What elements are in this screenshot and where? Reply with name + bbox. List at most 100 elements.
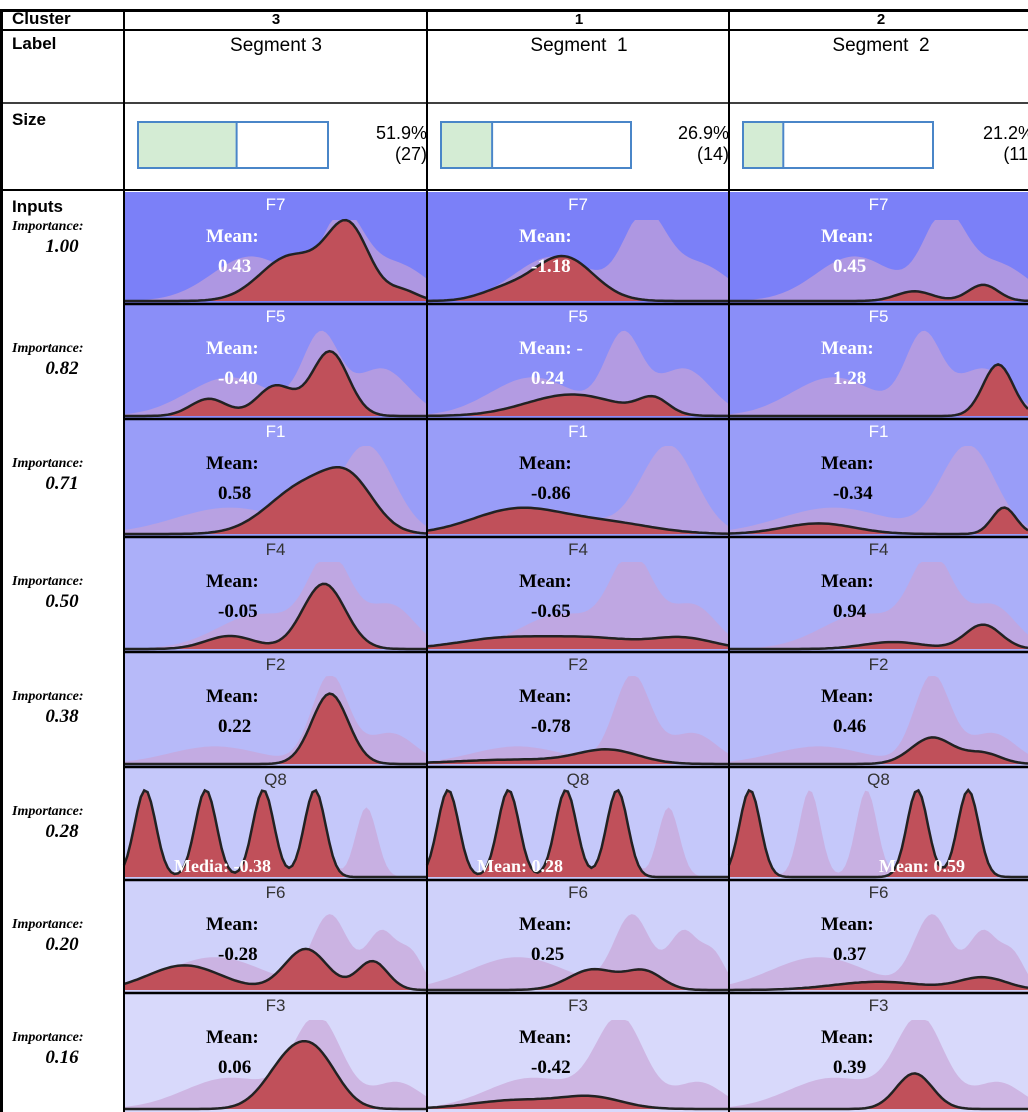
mean-prefix-F4-2: Mean: [821, 571, 874, 592]
mean-value-F6-1: 0.25 [531, 944, 564, 965]
cluster-label-1: Segment 1 [530, 35, 627, 56]
mean-value-Q8-1: Mean: 0.28 [477, 856, 563, 876]
importance-label-F4: Importance: [11, 574, 84, 589]
feature-name-F1-1: F1 [568, 422, 588, 441]
mean-prefix-F7-2: Mean: [821, 226, 874, 247]
cluster-dist-F5-0 [124, 351, 427, 416]
cluster-dist-F4-0 [124, 583, 427, 649]
cluster-label-3: Segment 3 [230, 35, 322, 56]
importance-value-Q8: 0.28 [45, 821, 79, 842]
mean-value-F3-1: -0.42 [531, 1057, 571, 1078]
overall-dist-F6-2 [729, 914, 1028, 990]
mean-prefix-F1-1: Mean: [519, 453, 572, 474]
feature-name-F2-2: F2 [869, 655, 889, 674]
feature-name-F5-0: F5 [266, 307, 286, 326]
cluster-id-2: 2 [877, 11, 885, 28]
cluster-dist-outline-F7-1 [427, 254, 729, 303]
cluster-dist-outline-F1-0 [124, 465, 428, 536]
cluster-dist-outline-F5-0 [124, 349, 427, 418]
mean-value-F7-2: 0.45 [833, 256, 866, 277]
importance-value-F3: 0.16 [45, 1047, 79, 1068]
mean-value-F4-1: -0.65 [531, 601, 571, 622]
feature-name-F2-0: F2 [266, 655, 286, 674]
feature-name-F7-2: F7 [869, 195, 889, 214]
overall-dist-F2-2 [729, 676, 1028, 764]
mean-value-F6-0: -0.28 [218, 944, 258, 965]
mean-value-F1-0: 0.58 [218, 483, 251, 504]
mean-value-F6-2: 0.37 [833, 944, 867, 965]
mean-prefix-F2-1: Mean: [519, 686, 572, 707]
mean-value-F1-2: -0.34 [833, 483, 873, 504]
importance-value-F5: 0.82 [45, 358, 79, 379]
importance-label-F5: Importance: [11, 341, 84, 356]
mean-prefix-F1-2: Mean: [821, 453, 874, 474]
size-count-3: (27) [395, 144, 427, 164]
feature-name-F3-1: F3 [568, 996, 588, 1015]
mean-value-F5-0: -0.40 [218, 368, 258, 389]
importance-label-Q8: Importance: [11, 804, 84, 819]
overall-dist-F3-0 [124, 1020, 427, 1109]
size-bar-fill-1 [442, 123, 492, 167]
cluster-dist-outline-F2-0 [124, 692, 427, 766]
feature-name-F3-2: F3 [869, 996, 889, 1015]
feature-name-F6-2: F6 [869, 883, 889, 902]
cluster-dist-outline-F7-2 [729, 283, 1028, 303]
importance-value-F6: 0.20 [45, 934, 79, 955]
mean-prefix-F6-0: Mean: [206, 914, 259, 935]
size-count-2: (11) [1003, 144, 1028, 164]
feature-name-F4-2: F4 [869, 540, 889, 559]
size-count-1: (14) [697, 144, 729, 164]
overall-dist-F5-2 [729, 330, 1028, 416]
mean-value-F2-0: 0.22 [218, 716, 251, 737]
cluster-dist-outline-F7-0 [124, 218, 428, 303]
mean-value-F7-0: 0.43 [218, 256, 251, 277]
mean-prefix-F4-1: Mean: [519, 571, 572, 592]
feature-name-F1-2: F1 [869, 422, 889, 441]
mean-prefix-F2-0: Mean: [206, 686, 259, 707]
importance-value-F4: 0.50 [45, 591, 79, 612]
cluster-dist-outline-F5-1 [426, 393, 729, 418]
size-bar-fill-3 [139, 123, 236, 167]
overall-dist-F5-1 [427, 330, 729, 416]
cluster-dist-F6-0 [124, 948, 427, 990]
cluster-id-1: 1 [575, 11, 583, 28]
feature-name-Q8-2: Q8 [867, 770, 890, 789]
mean-prefix-F5-2: Mean: [821, 338, 874, 359]
mean-prefix-F7-1: Mean: [519, 226, 572, 247]
cluster-dist-outline-F5-2 [729, 363, 1028, 418]
mean-value-F3-2: 0.39 [833, 1057, 866, 1078]
feature-name-F3-0: F3 [266, 996, 286, 1015]
importance-value-F2: 0.38 [45, 706, 79, 727]
table-border [0, 9, 1028, 1112]
mean-value-Q8-0: Media: -0.38 [174, 856, 271, 876]
mean-value-F1-1: -0.86 [531, 483, 571, 504]
size-bar-fill-2 [744, 123, 783, 167]
cluster-header: Cluster [12, 9, 71, 28]
feature-name-F6-1: F6 [568, 883, 588, 902]
cluster-dist-outline-F3-1 [426, 1094, 729, 1111]
size-pct-1: 26.9% [678, 123, 729, 143]
mean-value-F2-1: -0.78 [531, 716, 571, 737]
cluster-dist-F7-0 [124, 220, 427, 301]
overall-dist-F3-1 [427, 1020, 729, 1109]
mean-value-F5-1: 0.24 [531, 368, 565, 389]
overall-dist-F1-2 [729, 446, 1028, 534]
overall-dist-F7-1 [427, 220, 729, 301]
mean-value-F4-2: 0.94 [833, 601, 867, 622]
mean-prefix-F2-2: Mean: [821, 686, 874, 707]
cluster-dist-F7-1 [427, 256, 729, 301]
cluster-dist-outline-F4-2 [729, 623, 1028, 651]
cluster-dist-outline-F2-1 [426, 748, 729, 766]
feature-name-Q8-0: Q8 [264, 770, 287, 789]
overall-dist-F4-1 [427, 562, 729, 649]
cluster-id-3: 3 [272, 11, 280, 28]
importance-label-F1: Importance: [11, 456, 84, 471]
cluster-dist-outline-F2-2 [729, 736, 1028, 766]
mean-prefix-F7-0: Mean: [206, 226, 259, 247]
feature-name-F4-1: F4 [568, 540, 588, 559]
mean-prefix-F3-1: Mean: [519, 1027, 572, 1048]
cluster-dist-F2-0 [124, 693, 427, 764]
mean-prefix-F5-0: Mean: [206, 338, 259, 359]
cluster-dist-outline-F1-1 [426, 506, 730, 535]
